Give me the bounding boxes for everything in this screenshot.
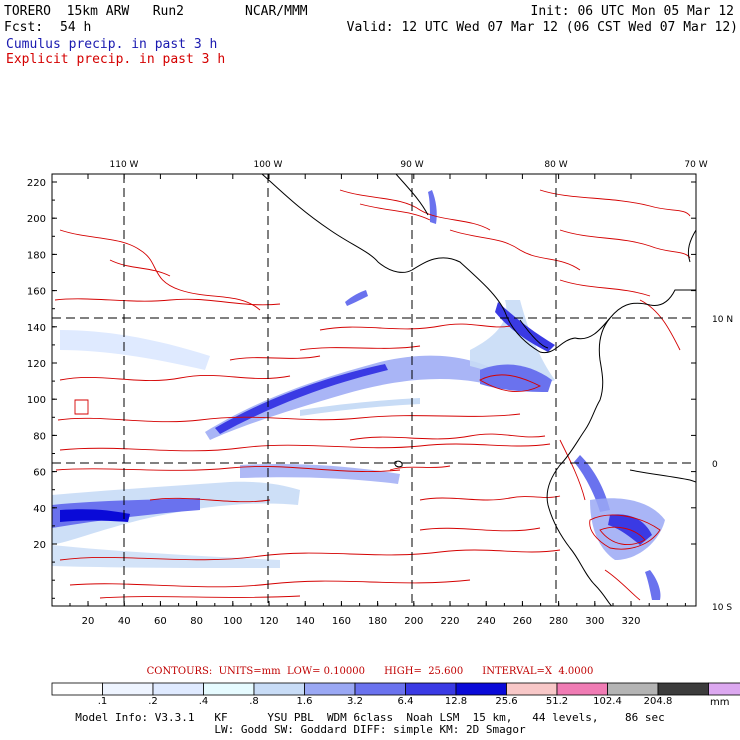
colorbar-swatch xyxy=(51,682,103,696)
x-tick-label: 100 xyxy=(223,616,242,627)
x-tick-label: 300 xyxy=(585,616,604,627)
model-info-line2: LW: Godd SW: Goddard DIFF: simple KM: 2D… xyxy=(214,723,526,736)
colorbar-swatch xyxy=(708,682,740,696)
lat-label: 0 xyxy=(712,460,718,470)
x-tick-label: 20 xyxy=(82,616,95,627)
fcst-value: 54 h xyxy=(60,20,92,35)
colorbar-label: 25.6 xyxy=(495,696,518,707)
x-tick-label: 60 xyxy=(154,616,167,627)
cumulus-legend: Cumulus precip. in past 3 h xyxy=(6,37,218,52)
x-tick-label: 80 xyxy=(190,616,203,627)
y-tick-label: 60 xyxy=(33,468,46,479)
latlon-grid xyxy=(52,174,696,606)
x-tick-label: 240 xyxy=(477,616,496,627)
colorbar-swatch xyxy=(203,682,255,696)
colorbar-swatch xyxy=(657,682,709,696)
colorbar-swatch xyxy=(304,682,356,696)
lon-label: 110 W xyxy=(110,160,139,170)
y-tick-label: 160 xyxy=(27,287,46,298)
y-tick-label: 20 xyxy=(33,540,46,551)
colorbar-swatch xyxy=(556,682,608,696)
valid-time: Valid: 12 UTC Wed 07 Mar 12 (06 CST Wed … xyxy=(346,20,738,35)
x-tick-label: 180 xyxy=(368,616,387,627)
x-tick-label: 260 xyxy=(513,616,532,627)
colorbar-swatch xyxy=(152,682,204,696)
x-tick-label: 120 xyxy=(259,616,278,627)
colorbar-swatch xyxy=(405,682,457,696)
colorbar-swatch xyxy=(455,682,507,696)
x-tick-label: 320 xyxy=(621,616,640,627)
x-tick-label: 280 xyxy=(549,616,568,627)
y-tick-label: 200 xyxy=(27,214,46,225)
colorbar-label: .1 xyxy=(97,696,108,707)
colorbar-swatch xyxy=(607,682,659,696)
x-tick-label: 140 xyxy=(296,616,315,627)
lat-label: 10 N xyxy=(712,315,733,325)
y-tick-label: 140 xyxy=(27,323,46,334)
cumulus-precip-layer xyxy=(52,190,665,600)
fcst-label: Fcst: xyxy=(4,20,44,35)
model-info-line1: Model Info: V3.3.1 KF YSU PBL WDM 6class… xyxy=(75,711,665,724)
lon-label: 90 W xyxy=(400,160,423,170)
explicit-precip-contours xyxy=(54,189,691,601)
map-background xyxy=(52,174,696,606)
y-tick-label: 180 xyxy=(27,250,46,261)
colorbar-label: 204.8 xyxy=(643,696,673,707)
lon-label: 80 W xyxy=(544,160,567,170)
coastlines xyxy=(261,174,696,606)
lat-label: 10 S xyxy=(712,603,732,613)
colorbar-label: 6.4 xyxy=(397,696,414,707)
y-tick-label: 80 xyxy=(33,431,46,442)
colorbar xyxy=(51,682,740,696)
colorbar-label: 102.4 xyxy=(593,696,622,707)
colorbar-swatch xyxy=(506,682,558,696)
colorbar-label: 3.2 xyxy=(347,696,363,707)
y-tick-label: 100 xyxy=(27,395,46,406)
axis-ticks xyxy=(52,174,696,606)
x-tick-label: 220 xyxy=(440,616,459,627)
colorbar-label: .2 xyxy=(148,696,158,707)
x-tick-label: 200 xyxy=(404,616,423,627)
explicit-legend: Explicit precip. in past 3 h xyxy=(6,52,226,67)
colorbar-label: 1.6 xyxy=(296,696,313,707)
colorbar-swatch xyxy=(354,682,406,696)
y-tick-label: 40 xyxy=(33,504,46,515)
org-label: NCAR/MMM xyxy=(245,4,308,19)
x-tick-label: 40 xyxy=(118,616,131,627)
contours-info: CONTOURS: UNITS=mm LOW= 0.10000 HIGH= 25… xyxy=(146,666,594,677)
colorbar-swatch xyxy=(253,682,305,696)
colorbar-label: 12.8 xyxy=(444,696,468,707)
colorbar-label: 51.2 xyxy=(545,696,569,707)
y-tick-label: 220 xyxy=(27,178,46,189)
colorbar-label: .4 xyxy=(198,696,209,707)
colorbar-unit: mm xyxy=(710,697,730,708)
lon-label: 100 W xyxy=(254,160,283,170)
colorbar-label: .8 xyxy=(249,696,259,707)
colorbar-swatch xyxy=(102,682,154,696)
model-title: TORERO 15km ARW Run2 xyxy=(4,4,185,19)
map-frame xyxy=(51,173,697,607)
axis-labels: 110 W 100 W 90 W 80 W 70 W 10 N 0 10 S 220 200 180… xyxy=(27,160,733,627)
x-tick-label: 160 xyxy=(332,616,351,627)
lon-label: 70 W xyxy=(684,160,707,170)
y-tick-label: 120 xyxy=(27,359,46,370)
init-time: Init: 06 UTC Mon 05 Mar 12 xyxy=(530,4,735,19)
